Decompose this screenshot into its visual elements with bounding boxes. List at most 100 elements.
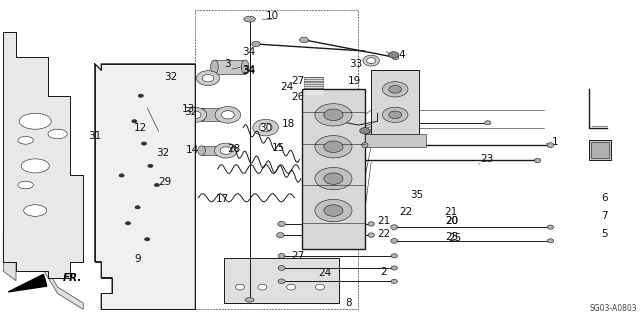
Bar	[589, 140, 611, 160]
Ellipse shape	[315, 199, 352, 222]
Ellipse shape	[391, 266, 397, 270]
Ellipse shape	[300, 37, 308, 43]
Text: 16: 16	[392, 110, 404, 121]
Text: 17: 17	[216, 194, 229, 204]
Text: 31: 31	[88, 130, 101, 141]
Text: 33: 33	[346, 130, 358, 141]
Text: 14: 14	[186, 145, 198, 155]
Ellipse shape	[363, 55, 380, 66]
Text: 32: 32	[184, 107, 197, 117]
Ellipse shape	[163, 174, 170, 186]
Ellipse shape	[362, 143, 368, 148]
Ellipse shape	[24, 205, 47, 216]
Ellipse shape	[324, 205, 343, 216]
Ellipse shape	[360, 128, 370, 134]
Text: 35: 35	[410, 190, 423, 200]
Text: 10: 10	[266, 11, 278, 21]
Bar	[99, 146, 134, 160]
Text: 23: 23	[480, 154, 493, 165]
Text: 27: 27	[291, 251, 304, 261]
Ellipse shape	[388, 85, 402, 93]
Ellipse shape	[154, 183, 159, 187]
Ellipse shape	[225, 108, 232, 121]
Ellipse shape	[547, 239, 554, 243]
Ellipse shape	[363, 124, 380, 135]
Ellipse shape	[189, 111, 201, 119]
Bar	[125, 174, 166, 186]
Ellipse shape	[316, 284, 324, 290]
Ellipse shape	[220, 147, 232, 154]
Bar	[195, 10, 358, 309]
Polygon shape	[8, 274, 47, 292]
Bar	[224, 258, 339, 303]
Ellipse shape	[253, 119, 278, 136]
Ellipse shape	[252, 41, 260, 47]
Text: 26: 26	[291, 92, 304, 102]
Text: 8: 8	[346, 298, 352, 308]
Text: 18: 18	[282, 119, 294, 130]
Ellipse shape	[129, 150, 140, 156]
Bar	[202, 108, 228, 121]
Ellipse shape	[390, 239, 398, 243]
Ellipse shape	[18, 137, 33, 144]
Ellipse shape	[48, 129, 67, 139]
Ellipse shape	[258, 284, 267, 290]
Ellipse shape	[18, 181, 33, 189]
Text: 32: 32	[164, 72, 177, 82]
Ellipse shape	[19, 113, 51, 129]
Ellipse shape	[484, 121, 491, 125]
Text: SG03-A0803: SG03-A0803	[589, 304, 637, 313]
Text: 20: 20	[445, 216, 458, 226]
Ellipse shape	[315, 136, 352, 158]
Ellipse shape	[287, 284, 296, 290]
Ellipse shape	[315, 167, 352, 190]
Ellipse shape	[211, 60, 218, 74]
Ellipse shape	[391, 279, 397, 284]
Text: 28: 28	[228, 144, 241, 154]
Ellipse shape	[21, 159, 49, 173]
Ellipse shape	[388, 111, 402, 119]
Text: 4: 4	[356, 126, 363, 136]
Ellipse shape	[278, 221, 285, 226]
Ellipse shape	[278, 279, 285, 284]
Ellipse shape	[184, 108, 207, 122]
Ellipse shape	[278, 265, 285, 271]
Text: 19: 19	[348, 76, 361, 86]
Text: 13: 13	[182, 104, 195, 115]
Ellipse shape	[547, 225, 554, 229]
Ellipse shape	[391, 254, 397, 258]
Ellipse shape	[534, 158, 541, 163]
Text: 29: 29	[159, 177, 172, 187]
Polygon shape	[3, 230, 83, 309]
Ellipse shape	[132, 120, 137, 123]
Ellipse shape	[145, 238, 150, 241]
Text: 4: 4	[398, 50, 404, 60]
Text: 15: 15	[272, 143, 285, 153]
Ellipse shape	[315, 104, 352, 126]
Bar	[591, 142, 609, 158]
Bar	[371, 70, 419, 134]
Ellipse shape	[158, 146, 181, 161]
Bar	[214, 60, 245, 74]
Ellipse shape	[278, 253, 285, 258]
Ellipse shape	[236, 284, 244, 290]
Ellipse shape	[125, 222, 131, 225]
Ellipse shape	[259, 123, 272, 132]
Text: 21: 21	[445, 207, 458, 217]
Text: 24: 24	[318, 268, 331, 278]
Text: 20: 20	[445, 216, 458, 226]
Text: 2: 2	[381, 267, 387, 277]
Text: 7: 7	[602, 211, 608, 221]
Ellipse shape	[202, 74, 214, 82]
Text: 33: 33	[349, 59, 362, 70]
Ellipse shape	[245, 298, 254, 302]
Ellipse shape	[244, 16, 255, 22]
Ellipse shape	[119, 174, 124, 177]
Text: 34: 34	[242, 47, 255, 57]
Ellipse shape	[367, 127, 376, 133]
Text: 25: 25	[448, 233, 461, 243]
Ellipse shape	[198, 146, 205, 155]
Text: 9: 9	[134, 254, 141, 264]
Bar	[304, 77, 323, 96]
Ellipse shape	[141, 142, 147, 145]
